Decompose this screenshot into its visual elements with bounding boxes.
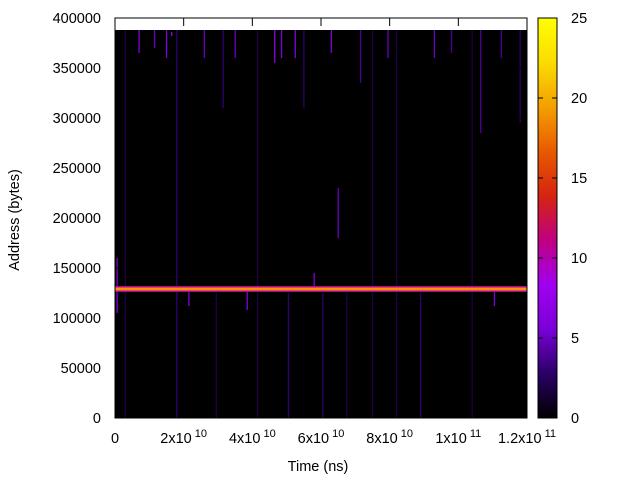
x-tick-label: 2x10 10 [160,428,207,447]
heatmap-streak [215,293,217,418]
heatmap-streak [322,293,324,418]
hot-band [115,287,527,291]
x-tick-label: 0 [111,431,119,447]
y-tick-label: 350000 [53,61,101,77]
x-tick-label: 1x10 11 [435,428,481,447]
heatmap-streak [176,30,178,418]
heatmap-streak [419,293,422,418]
colorbar-tick-label: 15 [571,171,587,187]
colorbar-tick-label: 10 [571,251,587,267]
x-tick-label: 1.2x10 11 [498,428,556,447]
y-tick-label: 100000 [53,311,101,327]
heatmap-streak [294,30,296,58]
y-axis-label: Address (bytes) [7,169,23,271]
heatmap-streak [519,30,521,123]
heatmap-streak [359,30,362,83]
heatmap-streak [371,30,374,418]
axes: 0 50000 100000 150000 200000 250000 300000 3500… [53,11,556,447]
heatmap-streak [124,30,126,418]
x-tick-label-group: 6x10 10 [298,428,345,447]
heatmap-streak [387,30,389,58]
heatmap-streak [246,291,248,310]
heatmap-streak [337,188,339,238]
x-tick-label-group: 2x10 10 [160,428,207,447]
x-tick-label-group: 0 [111,431,119,447]
heatmap-streak [500,30,502,58]
heatmap-streak [138,30,140,53]
y-tick-label: 250000 [53,161,101,177]
heatmap-streak [188,291,190,306]
x-tick-label: 6x10 10 [298,428,345,447]
heatmap-streak [330,30,332,53]
heatmap-background [115,30,527,418]
x-tick-label-group: 4x10 10 [229,428,276,447]
plot-area [115,30,527,418]
heatmap-streak [165,30,168,58]
colorbar-tick-label: 0 [571,411,579,427]
heatmap-streak [274,30,276,63]
heatmap-streak [395,30,398,418]
heatmap-streak [171,32,173,36]
heatmap-streak [153,30,156,48]
y-tick-label: 400000 [53,11,101,27]
x-axis-label: Time (ns) [288,459,349,475]
y-tick-label: 50000 [61,361,101,377]
colorbar-frame [537,17,558,419]
heatmap-streak [471,30,473,418]
heatmap-streak [346,293,348,418]
heatmap-streak [313,273,315,288]
heatmap-streak [493,291,496,306]
heatmap-streak [433,30,435,58]
heatmap-streak [222,30,224,108]
x-tick-label-group: 1x10 11 [435,428,481,447]
colorbar-tick-label: 20 [571,91,587,107]
y-tick-label: 0 [93,411,101,427]
heatmap-streak [280,30,283,58]
y-tick-label: 150000 [53,261,101,277]
colorbar: 0 5 10 15 20 25 [537,11,587,427]
heatmap-streak [480,30,482,133]
colorbar-gradient [538,18,557,418]
colorbar-tick-label: 25 [571,11,587,27]
y-tick-label: 300000 [53,111,101,127]
x-tick-label: 8x10 10 [366,428,413,447]
heatmap-streak [303,30,305,108]
heatmap-streak [116,258,118,313]
colorbar-tick-label: 5 [571,331,579,347]
heatmap-streak [203,30,205,58]
y-tick-label: 200000 [53,211,101,227]
heatmap-streak [256,30,259,418]
heatmap-streak [234,30,236,58]
heatmap-streak [450,30,453,53]
x-tick-label-group: 8x10 10 [366,428,413,447]
x-tick-label-group: 1.2x10 11 [498,428,556,447]
x-tick-label: 4x10 10 [229,428,276,447]
heatmap-streak [287,293,290,418]
